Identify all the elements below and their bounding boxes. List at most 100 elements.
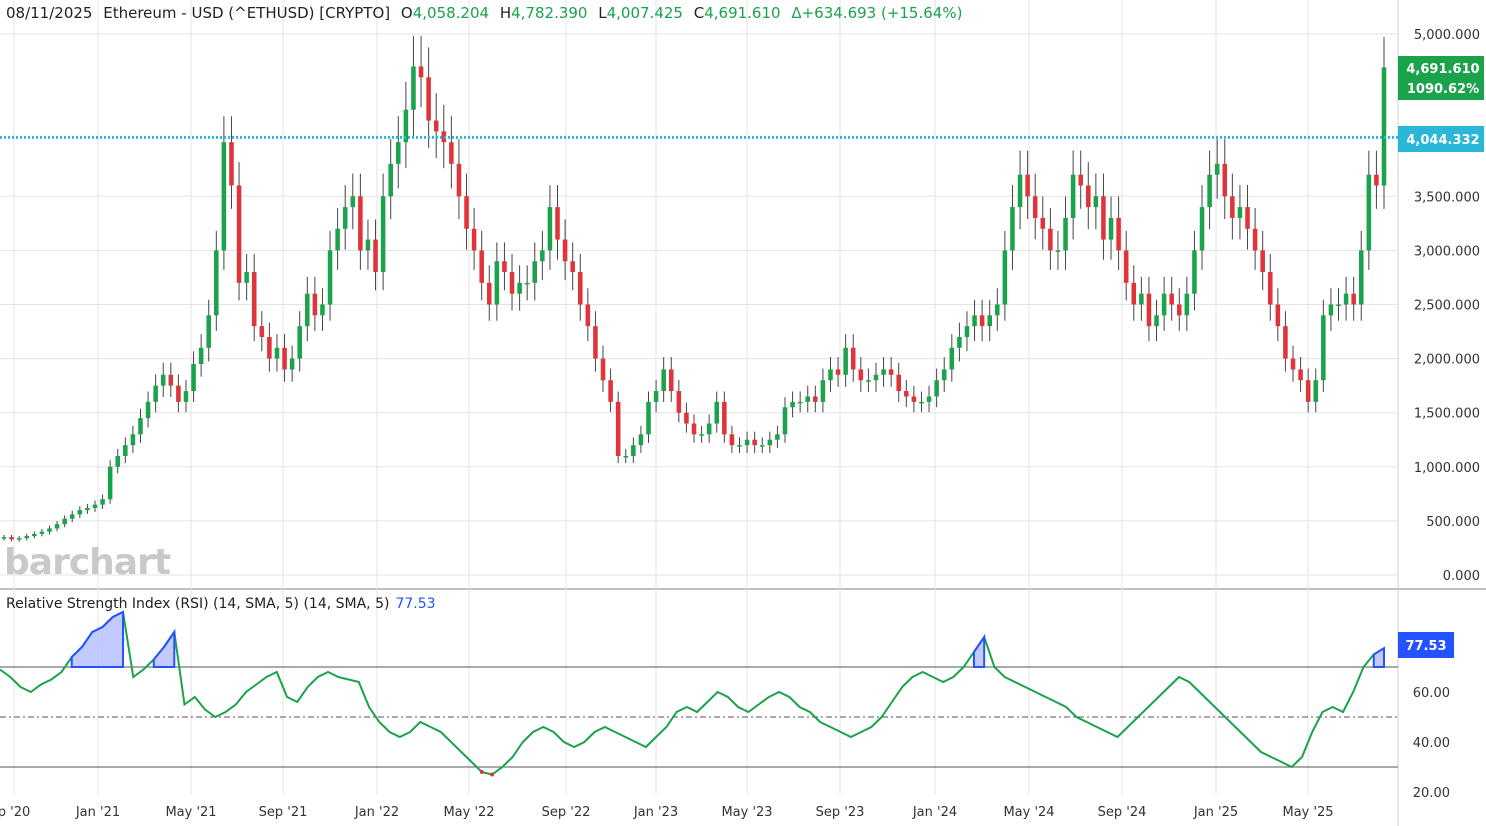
candle-body: [388, 163, 393, 197]
candle: [1139, 276, 1144, 321]
candle-body: [600, 358, 606, 381]
candle: [797, 391, 803, 413]
candle: [706, 414, 712, 443]
x-tick-label: Jan '21: [75, 805, 120, 820]
candle-body: [1313, 380, 1319, 402]
candle: [1184, 276, 1190, 331]
candle: [577, 253, 583, 321]
candle-body: [858, 369, 864, 381]
candle-body: [1055, 250, 1061, 252]
candle: [684, 402, 689, 433]
candle: [282, 334, 287, 382]
candle: [244, 253, 249, 301]
candle-body: [471, 228, 477, 251]
candle-body: [828, 369, 833, 381]
x-tick-label: p '20: [0, 805, 30, 820]
candle-body: [198, 347, 204, 365]
candle-body: [676, 391, 682, 413]
candle: [668, 357, 674, 403]
candle: [138, 408, 143, 443]
candle-body: [1032, 196, 1038, 218]
candle-body: [1305, 380, 1311, 402]
candle: [888, 357, 894, 387]
candle-body: [1093, 196, 1099, 208]
candle: [77, 506, 83, 519]
candle: [631, 437, 636, 464]
rsi-title: Relative Strength Index (RSI) (14, SMA, …: [6, 596, 436, 612]
price-candles: [0, 35, 1398, 542]
candle: [16, 536, 22, 542]
candle-body: [1252, 228, 1258, 251]
candle: [1108, 196, 1114, 260]
candle: [183, 380, 189, 413]
last-price-badge-bg: [1398, 56, 1484, 100]
candle: [1358, 230, 1364, 321]
candle: [1048, 207, 1053, 270]
candle: [1010, 185, 1015, 270]
candle: [737, 437, 742, 453]
candle-body: [380, 196, 386, 273]
header-close: 4,691.610: [704, 4, 781, 22]
candle-body: [1328, 304, 1334, 316]
level-price-badge-bg: [1398, 126, 1484, 152]
candle: [562, 219, 568, 281]
candle: [1275, 288, 1281, 342]
candle-body: [593, 326, 598, 359]
candle: [881, 357, 886, 387]
header-symbol: Ethereum - USD (^ETHUSD) [CRYPTO]: [103, 4, 391, 22]
candle: [464, 173, 469, 250]
candle-body: [835, 369, 841, 375]
candle: [1290, 345, 1296, 382]
candle: [335, 207, 340, 270]
candle-body: [843, 347, 848, 375]
candle-body: [251, 272, 257, 327]
candle-body: [1002, 250, 1008, 305]
candle: [949, 334, 955, 382]
candle: [805, 385, 811, 413]
candle-body: [585, 304, 591, 327]
candle: [850, 334, 856, 382]
candle: [297, 311, 302, 372]
candle-body: [1336, 304, 1341, 306]
candle: [24, 533, 30, 541]
candle-body: [638, 434, 644, 446]
x-tick-label: Sep '22: [542, 805, 591, 820]
candle-body: [1139, 293, 1144, 305]
candle: [426, 47, 431, 148]
rsi-overbought-area: [70, 610, 125, 668]
candle: [176, 374, 181, 413]
candle-body: [805, 396, 811, 402]
rsi-tick-label: 60.00: [1413, 686, 1450, 701]
candle: [941, 357, 947, 392]
candle: [509, 253, 515, 311]
candle-body: [267, 336, 272, 359]
candle-body: [1048, 228, 1053, 251]
candle-body: [24, 536, 30, 539]
candle-body: [305, 293, 310, 327]
candle: [1313, 368, 1319, 413]
rsi-overbought-area: [1372, 646, 1385, 668]
candle-body: [1199, 207, 1205, 251]
candle: [251, 253, 257, 342]
header-high-label: H: [499, 4, 512, 22]
candle: [638, 425, 644, 453]
candle: [1252, 207, 1258, 270]
candle-body: [714, 401, 720, 424]
candle-body: [1381, 67, 1387, 186]
candle: [691, 414, 697, 443]
candle: [517, 265, 522, 311]
candle-body: [615, 401, 621, 456]
candle: [722, 391, 727, 443]
candle-body: [153, 385, 158, 402]
candle-body: [342, 207, 348, 229]
candle: [866, 368, 871, 392]
candle-body: [373, 239, 378, 273]
candle-body: [1245, 207, 1250, 229]
candle-body: [934, 380, 939, 397]
candle: [1305, 368, 1311, 413]
candle-body: [160, 374, 166, 386]
x-tick-label: May '21: [165, 805, 216, 820]
candle: [752, 431, 757, 453]
x-tick-label: Jan '25: [1193, 805, 1238, 820]
candle: [676, 380, 682, 423]
